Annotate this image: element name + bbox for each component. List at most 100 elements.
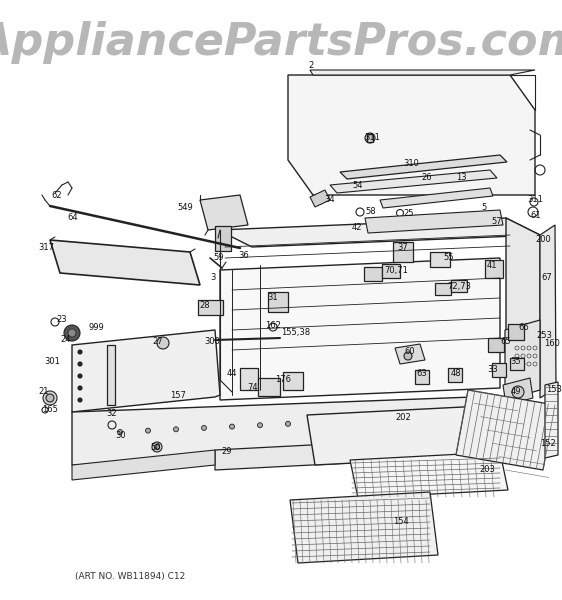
Circle shape	[369, 417, 374, 422]
Text: 25: 25	[404, 208, 414, 217]
Bar	[364, 267, 382, 281]
Text: 155,38: 155,38	[282, 329, 311, 337]
Circle shape	[202, 425, 206, 430]
Circle shape	[365, 133, 375, 143]
Circle shape	[285, 421, 291, 427]
Text: 21: 21	[39, 388, 49, 397]
Bar	[488, 338, 504, 352]
Text: 61: 61	[531, 211, 541, 220]
Text: 549: 549	[177, 202, 193, 211]
Text: 42: 42	[352, 223, 362, 232]
Text: 34: 34	[325, 194, 336, 203]
Circle shape	[229, 424, 234, 429]
Text: 30: 30	[116, 431, 126, 440]
Polygon shape	[215, 435, 505, 470]
Circle shape	[78, 362, 82, 366]
Text: 33: 33	[488, 365, 498, 374]
Text: 176: 176	[275, 376, 291, 385]
Bar	[107, 345, 115, 405]
Bar	[283, 372, 303, 390]
Bar	[415, 370, 429, 384]
Text: 49: 49	[511, 388, 521, 397]
Bar	[367, 134, 373, 142]
Text: 57: 57	[492, 217, 502, 226]
Text: 202: 202	[395, 413, 411, 422]
Polygon shape	[456, 390, 555, 470]
Polygon shape	[365, 210, 503, 233]
Text: 50: 50	[151, 443, 161, 451]
Circle shape	[46, 394, 54, 402]
Text: 29: 29	[222, 446, 232, 455]
Text: 67: 67	[542, 274, 552, 283]
Text: 35: 35	[511, 358, 522, 367]
Text: 311: 311	[527, 194, 543, 203]
Bar	[198, 300, 223, 315]
Polygon shape	[307, 405, 510, 465]
Bar	[435, 283, 451, 295]
Polygon shape	[72, 450, 215, 480]
Text: 70,71: 70,71	[384, 266, 408, 275]
Bar	[485, 260, 503, 278]
Text: 41: 41	[487, 260, 497, 269]
Polygon shape	[540, 225, 556, 398]
Circle shape	[425, 415, 430, 419]
Text: 74: 74	[248, 383, 259, 391]
Circle shape	[257, 423, 262, 428]
Text: (ART NO. WB11894) C12: (ART NO. WB11894) C12	[75, 571, 185, 581]
Text: 32: 32	[107, 409, 117, 418]
Polygon shape	[506, 218, 540, 390]
Text: 301: 301	[44, 358, 60, 367]
Circle shape	[43, 391, 57, 405]
Circle shape	[152, 442, 162, 452]
Polygon shape	[340, 155, 507, 179]
Circle shape	[78, 350, 82, 354]
Text: 2: 2	[309, 61, 314, 70]
Text: 44: 44	[226, 368, 237, 377]
Text: 54: 54	[353, 181, 363, 190]
Text: 24: 24	[61, 335, 71, 344]
Text: 55: 55	[444, 253, 454, 263]
Bar	[393, 242, 413, 262]
Polygon shape	[330, 170, 497, 193]
Text: 63: 63	[416, 370, 427, 379]
Bar	[508, 324, 524, 340]
Text: AppliancePartsPros.com: AppliancePartsPros.com	[0, 20, 562, 64]
Text: 165: 165	[42, 404, 58, 413]
Text: 23: 23	[57, 316, 67, 325]
Text: 999: 999	[88, 323, 104, 331]
Polygon shape	[288, 75, 535, 195]
Text: 154: 154	[393, 517, 409, 527]
Text: 253: 253	[536, 331, 552, 340]
Bar	[430, 252, 450, 267]
Text: 200: 200	[535, 235, 551, 245]
Polygon shape	[72, 396, 503, 465]
Text: 36: 36	[239, 251, 250, 259]
Circle shape	[78, 386, 82, 390]
Bar	[492, 363, 506, 377]
Polygon shape	[503, 378, 533, 405]
Circle shape	[155, 445, 160, 449]
Text: 65: 65	[501, 337, 511, 346]
Polygon shape	[310, 190, 330, 207]
Polygon shape	[310, 70, 535, 75]
Circle shape	[157, 337, 169, 349]
Circle shape	[117, 430, 123, 434]
Text: 28: 28	[200, 301, 210, 310]
Polygon shape	[220, 258, 500, 400]
Bar	[258, 378, 280, 396]
Text: 203: 203	[479, 464, 495, 473]
Polygon shape	[505, 320, 540, 400]
Bar	[215, 226, 231, 251]
Text: 300: 300	[204, 337, 220, 346]
Circle shape	[397, 416, 402, 421]
Text: 160: 160	[544, 338, 560, 347]
Circle shape	[78, 398, 82, 402]
Polygon shape	[545, 382, 558, 458]
Bar	[240, 368, 258, 390]
Circle shape	[64, 325, 80, 341]
Text: 59: 59	[214, 253, 224, 263]
Text: 72,73: 72,73	[447, 283, 471, 292]
Text: 37: 37	[398, 244, 409, 253]
Text: 60: 60	[405, 346, 415, 355]
Polygon shape	[218, 218, 540, 247]
